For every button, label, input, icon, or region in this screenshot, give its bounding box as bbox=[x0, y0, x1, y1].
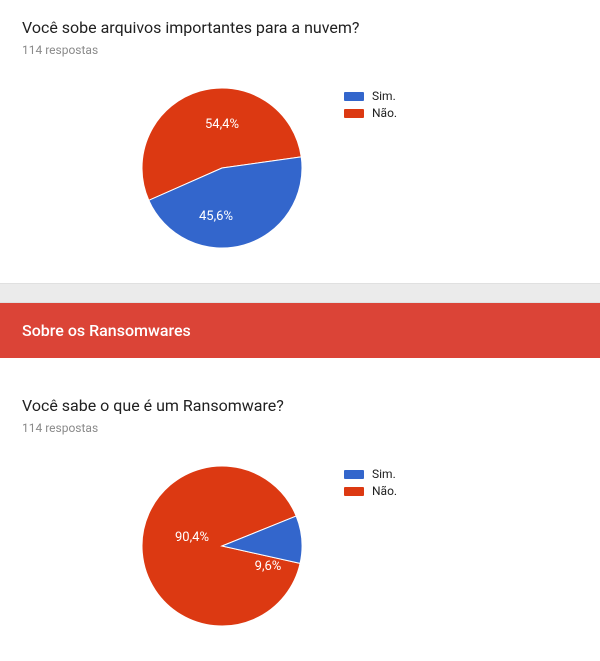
legend-2: Sim. Não. bbox=[344, 461, 397, 501]
legend-swatch-nao-2 bbox=[344, 487, 364, 496]
legend-label-sim-2: Sim. bbox=[372, 467, 396, 481]
legend-swatch-sim-1 bbox=[344, 92, 364, 101]
svg-text:9,6%: 9,6% bbox=[255, 559, 282, 574]
response-count-1: 114 respostas bbox=[22, 43, 578, 57]
svg-text:45,6%: 45,6% bbox=[199, 209, 233, 224]
legend-label-nao-2: Não. bbox=[372, 484, 397, 498]
legend-label-nao-1: Não. bbox=[372, 106, 397, 120]
legend-item-nao-1: Não. bbox=[344, 106, 397, 120]
legend-swatch-sim-2 bbox=[344, 470, 364, 479]
svg-text:90,4%: 90,4% bbox=[175, 530, 209, 545]
svg-text:54,4%: 54,4% bbox=[205, 117, 239, 132]
question-card-2: Você sabe o que é um Ransomware? 114 res… bbox=[0, 388, 600, 661]
pie-chart-1: 54,4% 45,6% bbox=[22, 83, 344, 253]
legend-item-nao-2: Não. bbox=[344, 484, 397, 498]
legend-label-sim-1: Sim. bbox=[372, 89, 396, 103]
chart-area-2: 90,4% 9,6% Sim. Não. bbox=[22, 451, 578, 631]
response-count-2: 114 respostas bbox=[22, 421, 578, 435]
legend-1: Sim. Não. bbox=[344, 83, 397, 123]
chart-area-1: 54,4% 45,6% Sim. Não. bbox=[22, 73, 578, 253]
pie-chart-2: 90,4% 9,6% bbox=[22, 461, 344, 631]
section-divider bbox=[0, 283, 600, 303]
question-title-1: Você sobe arquivos importantes para a nu… bbox=[22, 18, 578, 37]
question-card-1: Você sobe arquivos importantes para a nu… bbox=[0, 0, 600, 283]
legend-item-sim-2: Sim. bbox=[344, 467, 397, 481]
legend-item-sim-1: Sim. bbox=[344, 89, 397, 103]
section-header-ransomwares: Sobre os Ransomwares bbox=[0, 303, 600, 358]
spacer bbox=[0, 358, 600, 388]
question-title-2: Você sabe o que é um Ransomware? bbox=[22, 396, 578, 415]
legend-swatch-nao-1 bbox=[344, 109, 364, 118]
